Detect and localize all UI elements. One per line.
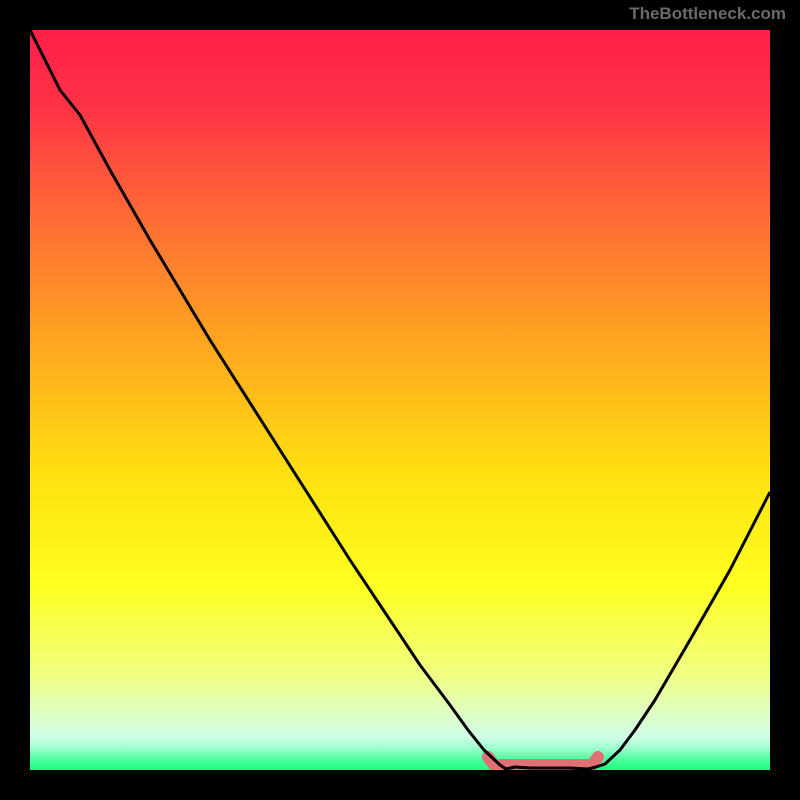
- curve-layer: [30, 30, 770, 770]
- attribution-text: TheBottleneck.com: [629, 4, 786, 24]
- plot-area: [30, 30, 770, 770]
- bottleneck-curve: [30, 30, 770, 769]
- pink-band: [488, 757, 598, 765]
